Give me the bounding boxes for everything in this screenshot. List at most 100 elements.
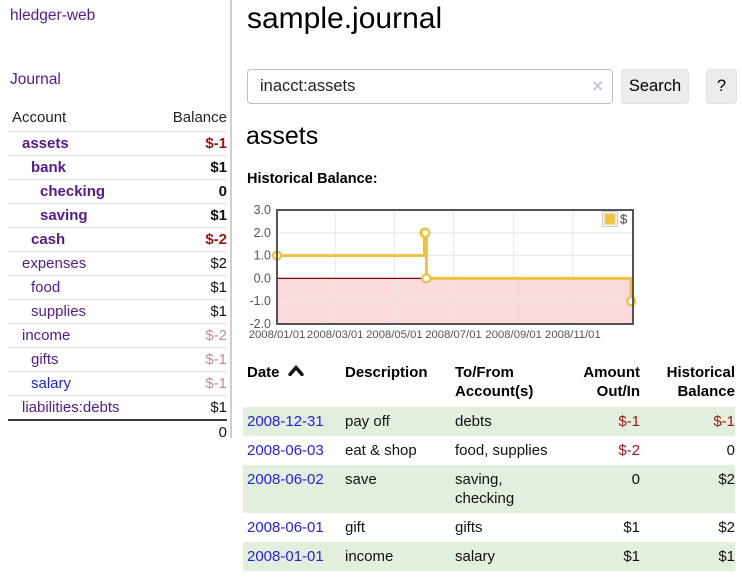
chart-y-tick-label: 3.0 <box>254 203 271 217</box>
account-link[interactable]: gifts <box>31 350 59 368</box>
chart-y-tick-label: 0.0 <box>254 271 271 285</box>
transaction-date-link[interactable]: 2008-06-01 <box>247 519 324 536</box>
transaction-row: 2008-01-01 income salary $1 $1 <box>243 542 735 571</box>
transaction-amount: $-2 <box>618 442 640 459</box>
transaction-date-link[interactable]: 2008-06-02 <box>247 471 324 488</box>
account-link[interactable]: bank <box>31 158 67 176</box>
account-balance: $-1 <box>205 134 227 152</box>
transaction-balance: $2 <box>718 471 735 488</box>
transaction-accounts: salary <box>455 548 496 565</box>
account-balance: $-1 <box>205 350 227 368</box>
sidebar-divider <box>230 0 232 438</box>
account-balance: $1 <box>210 278 227 296</box>
transaction-date-link[interactable]: 2008-12-31 <box>247 413 324 430</box>
help-button[interactable]: ? <box>706 69 737 104</box>
account-row-gifts: gifts $-1 <box>8 347 227 371</box>
account-row-income: income $-2 <box>8 323 227 347</box>
transaction-accounts: food, supplies <box>455 442 548 459</box>
transaction-balance: 0 <box>726 442 735 459</box>
page-title: sample.journal <box>247 2 443 35</box>
column-header-date[interactable]: Date <box>243 359 345 407</box>
column-header-label: Amount Out/In <box>583 364 640 400</box>
accounts-total: 0 <box>8 419 227 445</box>
transaction-description: eat & shop <box>345 442 417 459</box>
account-balance: $1 <box>210 206 227 224</box>
accounts-header-balance: Balance <box>172 109 227 126</box>
account-row-cash: cash $-2 <box>8 227 227 251</box>
accounts-panel: Account Balance assets $-1 bank $1 checking 0… <box>8 105 227 445</box>
account-link[interactable]: liabilities:debts <box>22 398 120 416</box>
column-header-to-from-account-s-: To/From Account(s) <box>455 359 555 407</box>
txn-table-head: Date Description To/From Account(s) Amount … <box>243 359 735 407</box>
account-heading: assets <box>246 122 319 150</box>
search-input[interactable] <box>247 69 613 104</box>
search-bar: × Search ? <box>247 69 737 104</box>
account-row-bank: bank $1 <box>8 155 227 179</box>
transaction-balance: $2 <box>718 519 735 536</box>
account-link[interactable]: income <box>22 326 71 344</box>
chart-legend-swatch-icon <box>603 212 617 226</box>
account-row-expenses: expenses $2 <box>8 251 227 275</box>
account-link[interactable]: salary <box>31 374 72 392</box>
account-balance: $-2 <box>205 230 227 248</box>
search-button[interactable]: Search <box>621 69 689 104</box>
transaction-row: 2008-06-01 gift gifts $1 $2 <box>243 513 735 542</box>
chart-y-tick-label: -2.0 <box>249 317 271 331</box>
chart-x-tick-label: 2008/11/01 <box>545 329 601 341</box>
account-balance: $1 <box>210 398 227 416</box>
account-link[interactable]: cash <box>31 230 66 248</box>
account-balance: $1 <box>210 158 227 176</box>
accounts-header: Account Balance <box>8 105 227 131</box>
account-link[interactable]: checking <box>40 182 106 200</box>
account-row-checking: checking 0 <box>8 179 227 203</box>
chart-x-tick-label: 2008/05/01 <box>366 329 423 341</box>
transaction-description: pay off <box>345 413 390 430</box>
transaction-amount: $1 <box>623 519 640 536</box>
chart-data-point <box>420 227 431 238</box>
transaction-accounts: saving, checking <box>455 471 515 507</box>
chart-x-tick-label: 2008/03/01 <box>307 329 364 341</box>
chart-x-tick-label: 2008/01/01 <box>249 329 306 341</box>
transactions-table: Date Description To/From Account(s) Amount … <box>243 359 735 571</box>
account-link[interactable]: assets <box>22 134 69 152</box>
account-row-food: food $1 <box>8 275 227 299</box>
column-header-description: Description <box>345 359 455 407</box>
transaction-row: 2008-06-02 save saving, checking 0 $2 <box>243 465 735 513</box>
transaction-date-link[interactable]: 2008-01-01 <box>247 548 324 565</box>
transaction-balance: $1 <box>718 548 735 565</box>
account-row-saving: saving $1 <box>8 203 227 227</box>
sidebar-item-journal[interactable]: Journal <box>10 71 61 88</box>
account-link[interactable]: supplies <box>31 302 87 320</box>
txn-table-body: 2008-12-31 pay off debts $-1 $-1 2008-06-03 ea… <box>243 407 735 571</box>
column-header-amount-out-in: Amount Out/In <box>555 359 640 407</box>
account-link[interactable]: saving <box>40 206 88 224</box>
chart-title: Historical Balance: <box>247 171 378 187</box>
transaction-description: gift <box>345 519 366 536</box>
account-row-assets: assets $-1 <box>8 131 227 155</box>
account-row-supplies: supplies $1 <box>8 299 227 323</box>
app-brand-link[interactable]: hledger-web <box>10 7 96 24</box>
account-row-liabilities-debts: liabilities:debts $1 <box>8 395 227 419</box>
sort-ascending-caret-icon <box>287 364 304 377</box>
transaction-balance: $-1 <box>713 413 735 430</box>
chart-data-point <box>421 273 432 284</box>
chart-y-tick-label: 1.0 <box>254 249 271 263</box>
column-header-historical-balance: Historical Balance <box>640 359 735 407</box>
column-header-label: To/From Account(s) <box>455 364 534 400</box>
transaction-row: 2008-12-31 pay off debts $-1 $-1 <box>243 407 735 436</box>
transaction-description: save <box>345 471 377 488</box>
account-balance: $2 <box>210 254 227 272</box>
chart-y-tick-label: -1.0 <box>249 294 271 308</box>
transaction-date-link[interactable]: 2008-06-03 <box>247 442 324 459</box>
account-balance: $-2 <box>205 326 227 344</box>
chart-border <box>276 209 634 325</box>
column-header-label: Historical Balance <box>666 364 735 400</box>
chart-x-tick-label: 2008/07/01 <box>425 329 482 341</box>
account-balance: $1 <box>210 302 227 320</box>
chart-y-tick-label: 2.0 <box>254 226 271 240</box>
account-link[interactable]: food <box>31 278 61 296</box>
column-header-label: Date <box>247 364 280 381</box>
account-link[interactable]: expenses <box>22 254 87 272</box>
transaction-row: 2008-06-03 eat & shop food, supplies $-2 0 <box>243 436 735 465</box>
clear-search-icon[interactable]: × <box>592 76 603 96</box>
